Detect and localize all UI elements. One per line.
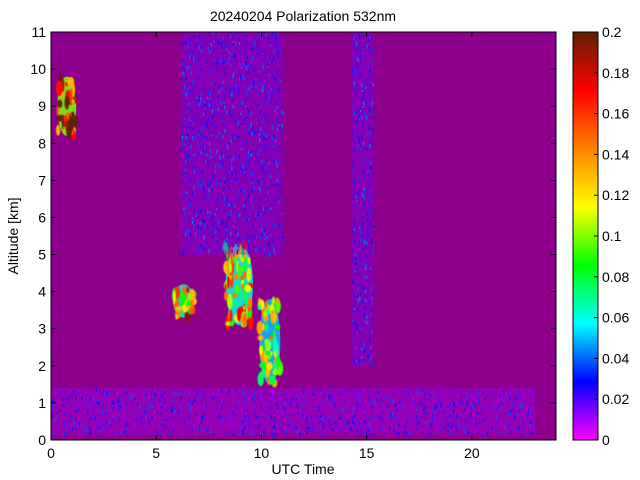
colorbar-tick-label: 0.12 xyxy=(602,187,629,203)
feature-6 xyxy=(351,32,375,368)
plot-area xyxy=(51,32,556,440)
y-tick-label: 6 xyxy=(38,209,46,225)
y-tick-label: 4 xyxy=(38,284,46,300)
feature-3 xyxy=(222,239,254,331)
colorbar-tick-label: 0.04 xyxy=(602,350,629,366)
y-axis: 0 1 2 3 4 5 6 7 8 9 10 11 xyxy=(30,24,556,448)
feature-4 xyxy=(256,296,284,388)
y-tick-label: 10 xyxy=(30,61,46,77)
colorbar-ticks: 0 0.02 0.04 0.06 0.08 0.1 0.12 0.14 0.16 0.18 0.2 xyxy=(594,24,629,448)
plot-frame xyxy=(50,31,557,441)
y-tick-label: 1 xyxy=(38,395,46,411)
x-tick-label: 15 xyxy=(359,445,375,461)
colorbar-tick-label: 0.06 xyxy=(602,310,629,326)
feature-1 xyxy=(55,73,79,141)
colorbar-tick-label: 0 xyxy=(602,432,610,448)
x-axis: 0 5 10 15 20 xyxy=(47,32,480,461)
y-tick-label: 5 xyxy=(38,247,46,263)
y-tick-label: 2 xyxy=(38,358,46,374)
y-axis-label: Altitude [km] xyxy=(5,197,21,274)
x-tick-label: 0 xyxy=(47,445,55,461)
chart-title: 20240204 Polarization 532nm xyxy=(210,8,396,24)
features-layer xyxy=(51,32,536,439)
y-tick-label: 8 xyxy=(38,135,46,151)
x-tick-label: 20 xyxy=(464,445,480,461)
y-tick-label: 3 xyxy=(38,321,46,337)
plot-background xyxy=(51,32,556,440)
y-tick-label: 9 xyxy=(38,98,46,114)
x-axis-label: UTC Time xyxy=(272,461,335,477)
colorbar-tick-label: 0.18 xyxy=(602,65,629,81)
colorbar-tick-label: 0.16 xyxy=(602,106,629,122)
y-tick-label: 7 xyxy=(38,172,46,188)
y-tick-label: 11 xyxy=(31,24,46,40)
colorbar-tick-label: 0.08 xyxy=(602,269,629,285)
feature-0 xyxy=(51,388,536,439)
x-tick-label: 10 xyxy=(254,445,270,461)
colorbar-tick-label: 0.02 xyxy=(602,391,629,407)
y-tick-label: 0 xyxy=(38,432,46,448)
colorbar-tick-label: 0.1 xyxy=(602,228,622,244)
colorbar-tick-label: 0.2 xyxy=(602,24,622,40)
feature-5 xyxy=(181,32,284,258)
colorbar-tick-label: 0.14 xyxy=(602,146,629,162)
feature-2 xyxy=(171,284,197,323)
x-tick-label: 5 xyxy=(152,445,160,461)
